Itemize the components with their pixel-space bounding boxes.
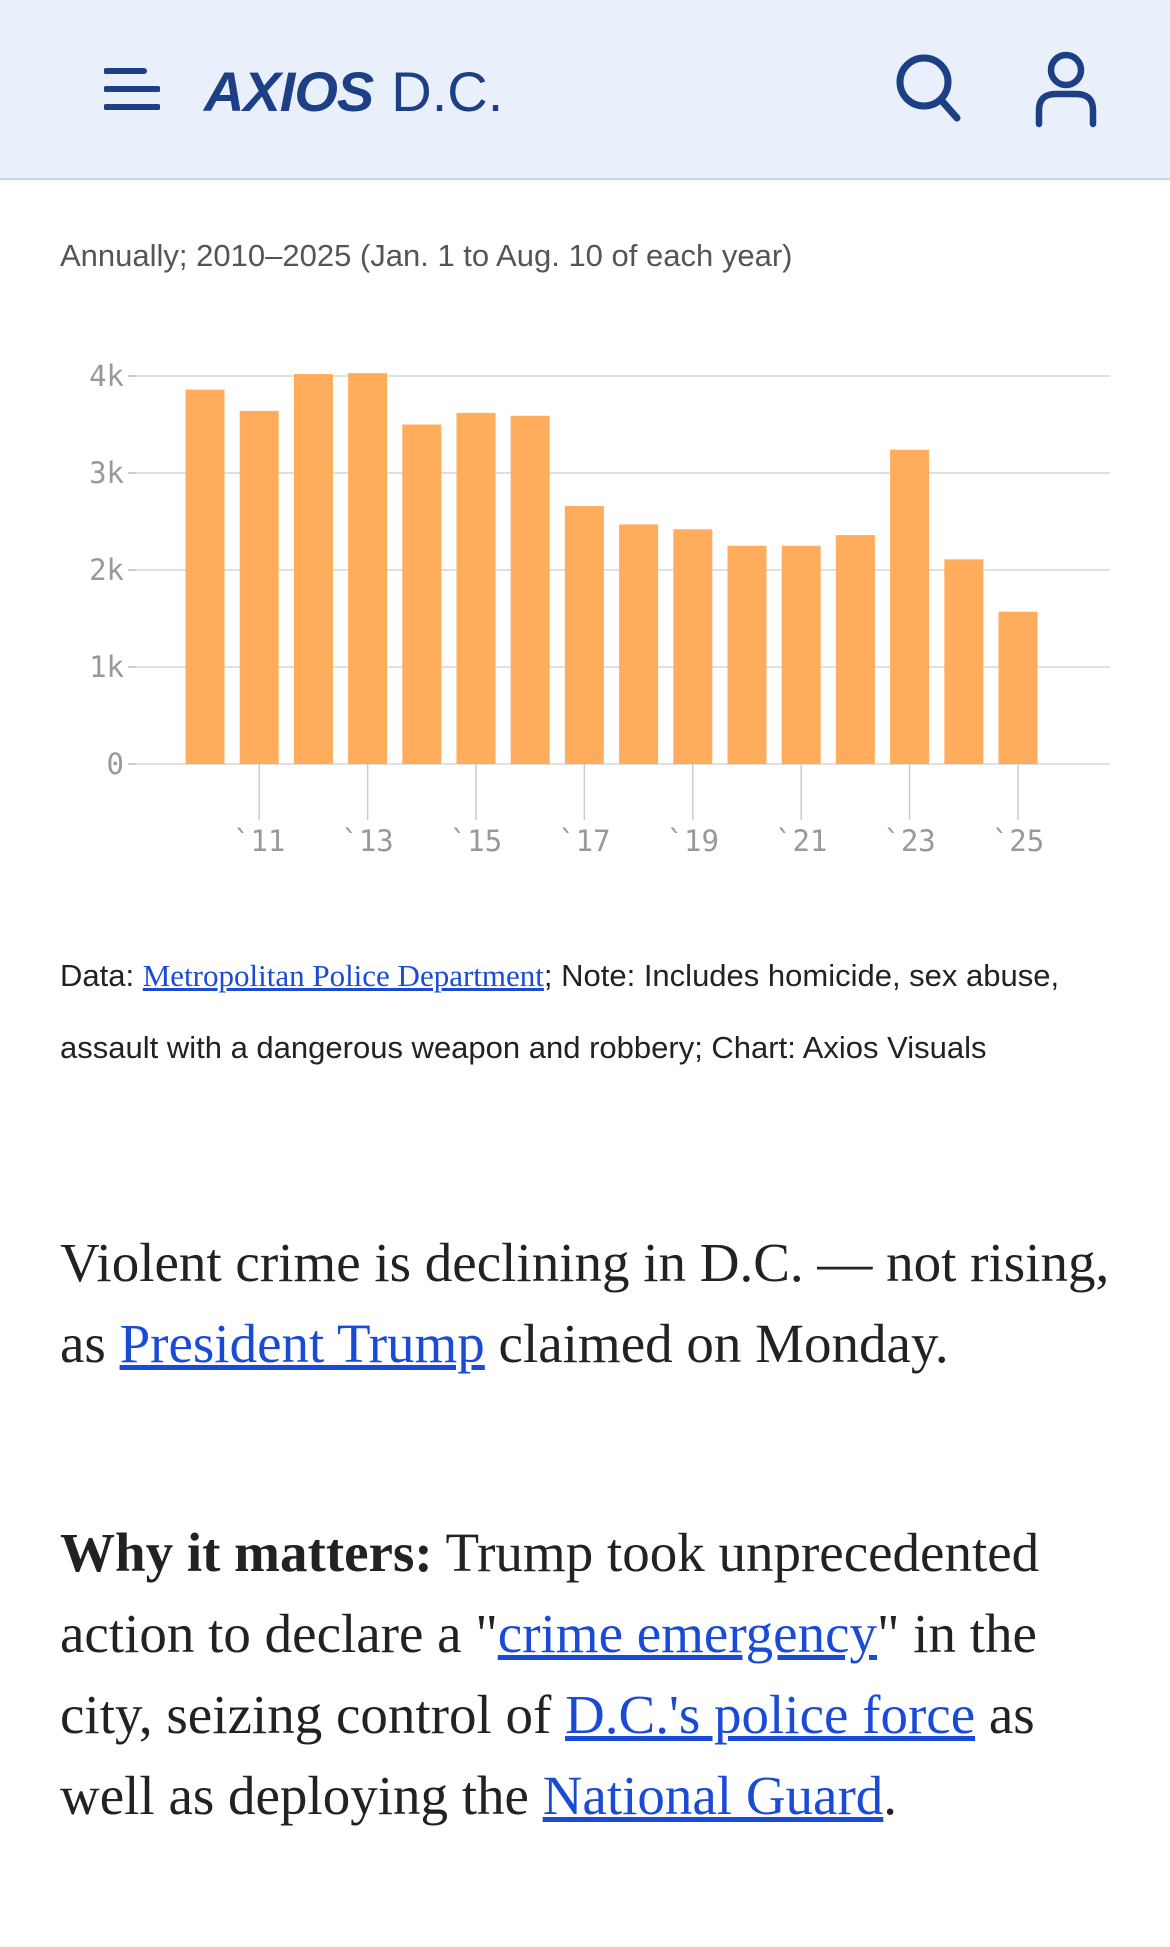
- bar-2010: [185, 389, 225, 764]
- y-tick-label: 3k: [89, 456, 124, 490]
- logo-wordmark: AXIOS: [204, 59, 374, 123]
- x-tick-label: `19: [667, 824, 719, 858]
- bar-2019: [673, 529, 713, 764]
- link-crime-emergency[interactable]: crime emergency: [497, 1603, 877, 1664]
- link-dc-police-force[interactable]: D.C.'s police force: [565, 1684, 976, 1745]
- x-tick-label: `13: [341, 824, 393, 858]
- p2-text-a: Trump took unprecedented action to decla…: [60, 1522, 1040, 1664]
- article-paragraph-1: Violent crime is declining in D.C. — not…: [60, 1222, 1120, 1384]
- bar-2012: [293, 374, 333, 764]
- source-suffix: ; Note: Includes homicide, sex abuse, as…: [60, 958, 1060, 1065]
- logo-edition: D.C.: [391, 59, 504, 123]
- hamburger-menu-icon[interactable]: [104, 66, 160, 112]
- user-account-icon[interactable]: [1034, 50, 1098, 128]
- bar-2013: [348, 373, 388, 764]
- bar-2017: [564, 505, 604, 764]
- chart-source-note: Data: Metropolitan Police Department; No…: [60, 940, 1120, 1084]
- y-tick-label: 1k: [89, 650, 124, 684]
- x-tick-label: `11: [233, 824, 285, 858]
- y-tick-label: 2k: [89, 553, 124, 587]
- bar-2022: [835, 535, 875, 764]
- bar-2015: [456, 412, 496, 764]
- link-president-trump[interactable]: President Trump: [119, 1313, 485, 1374]
- chart-subtitle: Annually; 2010–2025 (Jan. 1 to Aug. 10 o…: [60, 238, 793, 273]
- why-it-matters-label: Why it matters:: [60, 1522, 433, 1583]
- article-paragraph-2: Why it matters: Trump took unprecedented…: [60, 1512, 1120, 1836]
- p2-text-d: .: [883, 1765, 898, 1826]
- x-tick-label: `17: [558, 824, 610, 858]
- source-prefix: Data:: [60, 958, 143, 993]
- bar-2011: [239, 410, 279, 764]
- bar-2025: [998, 611, 1038, 764]
- y-tick-label: 0: [107, 747, 124, 781]
- bar-2014: [402, 424, 442, 764]
- y-tick-label: 4k: [89, 359, 124, 393]
- source-link-mpd[interactable]: Metropolitan Police Department: [142, 958, 544, 993]
- violent-crime-bar-chart: 0 1k 2k 3k 4k `11 `13 `15 `17 `19 `21 `23 `25: [89, 359, 1110, 858]
- bar-2021: [781, 545, 821, 764]
- bar-2016: [510, 415, 550, 764]
- bar-2023: [890, 449, 930, 764]
- x-tick-label: `15: [450, 824, 502, 858]
- p2-text-b: " in the city, seizing control of: [60, 1603, 1037, 1745]
- search-icon[interactable]: [894, 52, 962, 124]
- p1-text-b: claimed on Monday.: [484, 1313, 949, 1374]
- bar-2018: [619, 524, 659, 764]
- bar-2020: [727, 545, 767, 764]
- site-logo[interactable]: AXIOS D.C.: [204, 56, 503, 126]
- link-national-guard[interactable]: National Guard: [542, 1765, 884, 1826]
- x-tick-label: `25: [992, 824, 1044, 858]
- site-header: AXIOS D.C.: [0, 0, 1170, 180]
- x-tick-label: `21: [775, 824, 827, 858]
- p2-text-c: as well as deploying the: [60, 1684, 1035, 1826]
- p1-text-a: Violent crime is declining in D.C. — not…: [60, 1232, 1110, 1374]
- bar-2024: [944, 559, 984, 764]
- x-tick-label: `23: [883, 824, 935, 858]
